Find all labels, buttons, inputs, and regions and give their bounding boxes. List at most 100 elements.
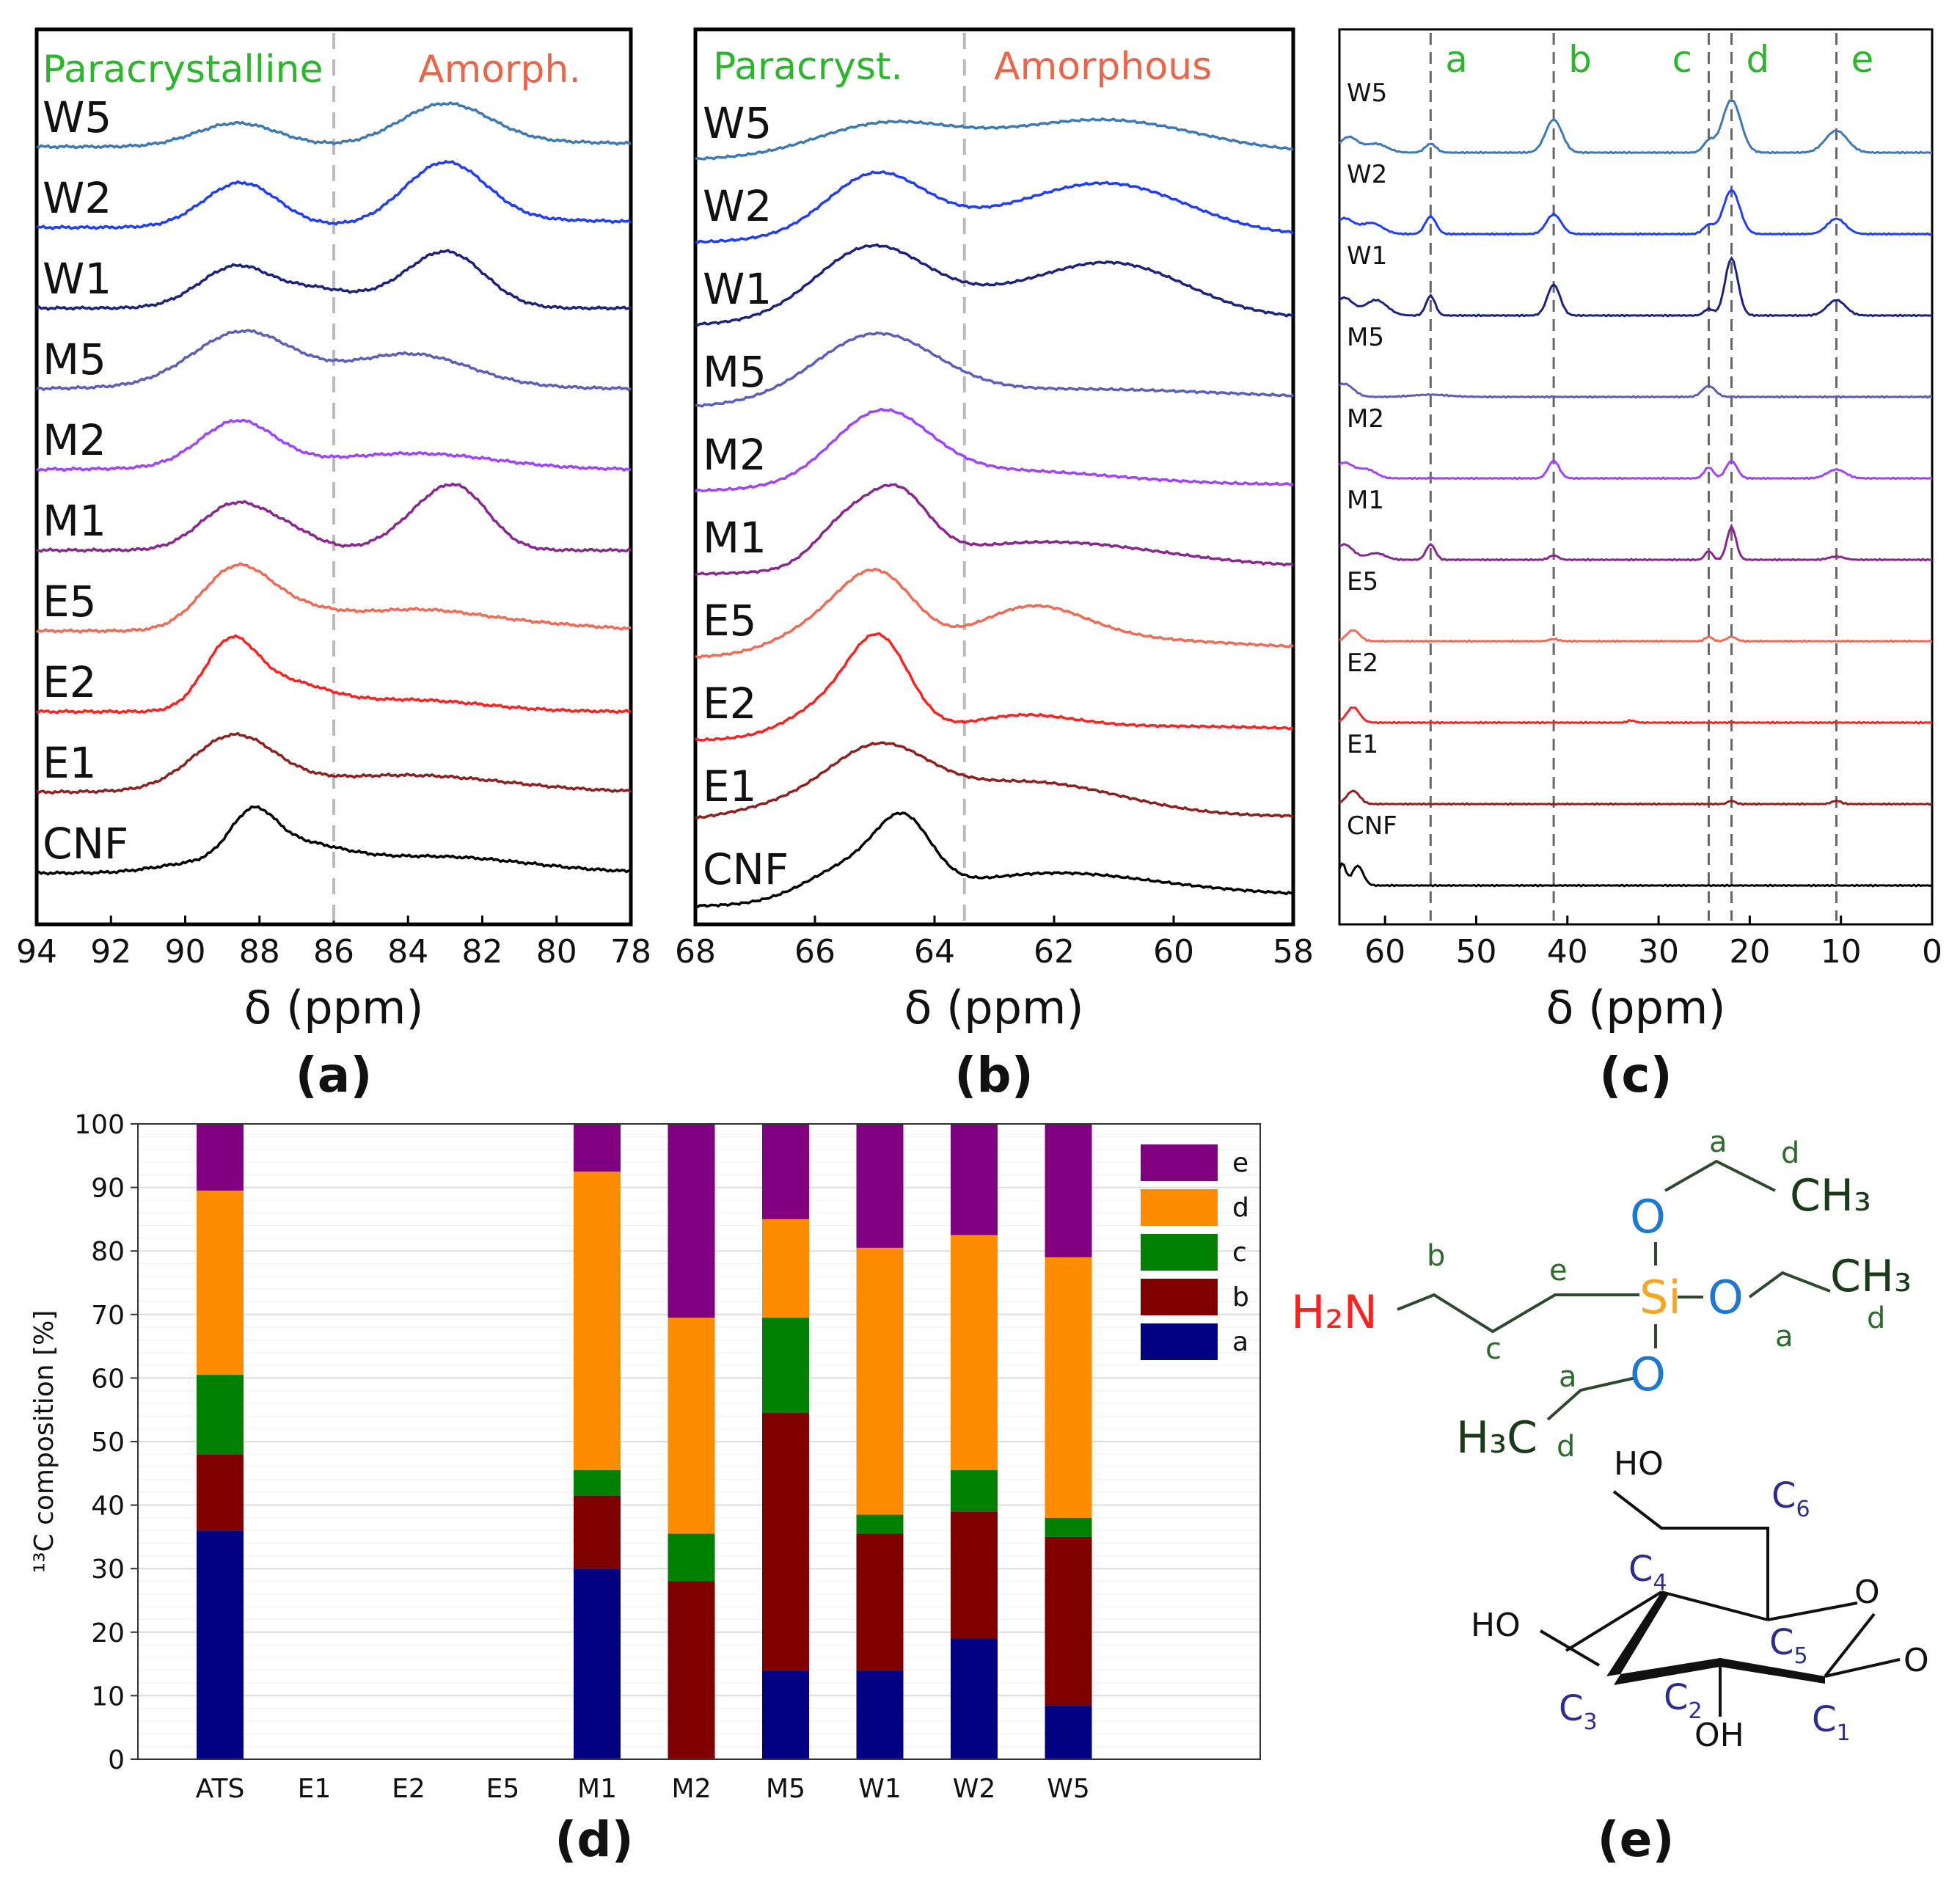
x-tick-label-b-58: 58	[1273, 933, 1314, 971]
spectrum-a-m5	[36, 329, 632, 392]
panel-a-frame	[34, 27, 633, 927]
y-tick-label-d-30: 30	[91, 1555, 125, 1585]
series-label-a-e2: E2	[43, 657, 97, 707]
panel-b-x-axis: 68 66 64 62 60 58	[675, 33, 1314, 971]
bar-w1-a	[856, 1670, 904, 1759]
glucose-bond-c4-c5	[1661, 1590, 1769, 1621]
x-tick-label-d-e5: E5	[486, 1774, 520, 1804]
series-label-b-w5: W5	[703, 98, 772, 148]
bar-w2-e	[951, 1124, 998, 1235]
bar-ats-c	[197, 1375, 244, 1455]
panel-a-spectra	[35, 101, 632, 876]
series-label-c-e2: E2	[1347, 649, 1378, 678]
x-tick-label-c-30: 30	[1638, 933, 1679, 971]
bar-m2-e	[668, 1124, 715, 1318]
x-tick-label-b-64: 64	[914, 933, 955, 971]
legend-swatch-c	[1141, 1234, 1218, 1271]
legend-label-e: e	[1232, 1148, 1248, 1178]
panel-b: 68 66 64 62 60 58 W5 W2 W1 M5 M2 M1 E5 E2 E1 CNF Parac…	[675, 27, 1314, 1103]
series-label-a-w5: W5	[43, 92, 111, 142]
series-label-a-m5: M5	[43, 335, 106, 384]
series-label-a-w2: W2	[43, 173, 111, 223]
glucose-hydroxyl-c6: HO	[1614, 1445, 1664, 1483]
spectrum-a-w5	[36, 101, 632, 150]
panel-b-frame	[693, 27, 1295, 927]
aptes-oxygen-top: O	[1630, 1190, 1666, 1243]
aptes-methyl-top: CH₃	[1790, 1170, 1871, 1221]
x-tick-label-d-m1: M1	[577, 1774, 617, 1804]
bar-m1-c	[574, 1469, 621, 1496]
series-label-c-m2: M2	[1347, 404, 1384, 434]
panel-a-label: (a)	[296, 1047, 373, 1103]
panel-b-spectra	[695, 117, 1294, 909]
series-label-a-e5: E5	[43, 577, 97, 627]
spectrum-a-cnf	[36, 805, 632, 876]
bar-w5-c	[1045, 1517, 1092, 1537]
panel-d-bars	[197, 1124, 1092, 1759]
y-tick-label-d-80: 80	[91, 1237, 125, 1267]
aptes-amine: H₂N	[1291, 1285, 1378, 1339]
series-label-c-m1: M1	[1347, 486, 1384, 515]
series-label-a-cnf: CNF	[43, 819, 128, 869]
bar-m1-b	[574, 1495, 621, 1569]
spectrum-a-e2	[36, 634, 632, 715]
bar-m1-d	[574, 1171, 621, 1470]
y-tick-label-d-60: 60	[91, 1364, 125, 1394]
bar-w2-a	[951, 1638, 998, 1759]
y-tick-label-d-90: 90	[91, 1174, 125, 1204]
aptes-oxygen-right: O	[1708, 1271, 1744, 1324]
x-tick-label-a-78: 78	[610, 933, 651, 971]
bar-w1-d	[856, 1247, 904, 1515]
x-tick-label-d-m2: M2	[672, 1774, 712, 1804]
spectrum-b-e2	[695, 632, 1293, 742]
glucose-bond-c4-me	[1565, 1590, 1663, 1652]
x-tick-label-a-84: 84	[387, 933, 428, 971]
legend-swatch-d	[1141, 1189, 1218, 1226]
aptes-label-d-top: d	[1781, 1136, 1799, 1170]
x-tick-label-b-62: 62	[1034, 933, 1075, 971]
aptes-label-e: e	[1549, 1254, 1568, 1288]
panel-b-x-label: δ (ppm)	[904, 981, 1083, 1034]
x-tick-label-a-80: 80	[536, 933, 577, 971]
x-tick-label-c-50: 50	[1455, 933, 1496, 971]
x-tick-label-c-20: 20	[1729, 933, 1770, 971]
spectrum-a-e1	[36, 731, 632, 795]
spectrum-b-e5	[695, 567, 1294, 660]
series-label-c-w5: W5	[1347, 78, 1387, 108]
x-tick-label-d-e1: E1	[298, 1774, 332, 1804]
panel-d: 0 10 20 30 40 50 60 70 80 90 100 ATS E1 E2 E5 M1 M2 M5 W1 W…	[29, 1110, 1261, 1868]
bar-w5-a	[1045, 1705, 1092, 1759]
series-label-c-m5: M5	[1347, 323, 1384, 352]
spectrum-b-m2	[695, 407, 1294, 493]
x-tick-label-b-66: 66	[794, 933, 835, 971]
aptes-label-a-top: a	[1709, 1125, 1727, 1159]
panel-a: 94 92 90 88 86 84 82 80 78 W5 W2 W1 M5 M2 M1 E5 E2 E1 CNF…	[16, 27, 651, 1103]
legend-label-d: d	[1232, 1193, 1249, 1223]
spectrum-a-w2	[36, 159, 632, 230]
bar-w5-d	[1045, 1257, 1092, 1518]
glucose-bond-c5-o	[1767, 1601, 1858, 1621]
bar-ats-a	[197, 1530, 244, 1759]
spectrum-a-m1	[36, 482, 632, 553]
bar-m2-b	[668, 1581, 715, 1759]
bar-m1-a	[574, 1568, 621, 1759]
bar-w2-b	[951, 1511, 998, 1639]
x-tick-label-d-e2: E2	[392, 1774, 425, 1804]
bar-w1-e	[856, 1124, 904, 1248]
series-label-b-e1: E1	[703, 761, 757, 811]
glucose-c4-label: C4	[1628, 1549, 1667, 1596]
series-label-a-m2: M2	[43, 415, 106, 465]
series-label-b-m1: M1	[703, 513, 767, 563]
y-tick-label-d-10: 10	[91, 1681, 125, 1712]
panel-b-series-labels: W5 W2 W1 M5 M2 M1 E5 E2 E1 CNF	[703, 98, 789, 894]
spectrum-c-cnf	[1338, 861, 1933, 888]
series-label-c-cnf: CNF	[1347, 811, 1397, 841]
legend-label-a: a	[1232, 1327, 1248, 1357]
x-tick-label-a-92: 92	[90, 933, 131, 971]
series-label-c-w2: W2	[1347, 160, 1387, 189]
panel-c-label: (c)	[1599, 1047, 1672, 1103]
bar-ats-b	[197, 1454, 244, 1531]
glucose-c3-label: C3	[1559, 1688, 1598, 1735]
